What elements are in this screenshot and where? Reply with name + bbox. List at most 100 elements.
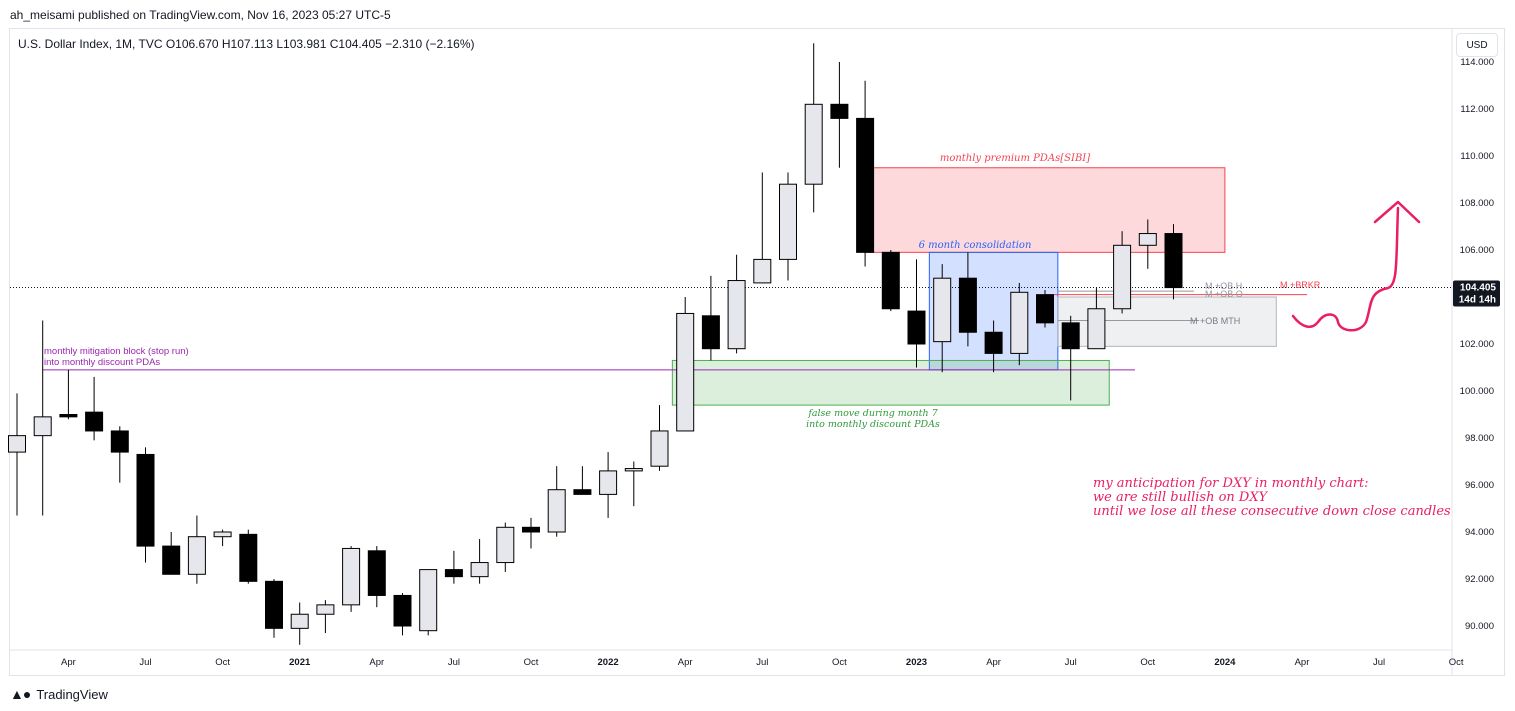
candle-body: [1010, 291, 1029, 354]
candle: [419, 569, 438, 636]
candle: [1036, 289, 1054, 328]
price-tick-label: 110.000: [1460, 151, 1494, 162]
ob-h-label: M +OB H: [1205, 281, 1242, 291]
candle: [958, 252, 977, 347]
mitigation-label: monthly mitigation block (stop run): [44, 346, 189, 357]
candle-body: [907, 310, 926, 345]
candle: [470, 539, 489, 584]
anticipation-text-3: until we lose all these consecutive down…: [1093, 504, 1451, 519]
candle-body: [162, 545, 181, 575]
candle-body: [187, 536, 206, 575]
candle-body: [933, 277, 952, 343]
candle-body: [1164, 233, 1183, 289]
zones-layer: [671, 167, 1277, 406]
time-tick-label: 2023: [906, 657, 927, 668]
candle: [1164, 224, 1183, 300]
candle: [573, 466, 592, 495]
candle: [881, 250, 900, 312]
candle: [162, 532, 181, 575]
candle-body: [984, 331, 1003, 354]
brkr-label: M +BRKR: [1280, 280, 1321, 290]
candle: [265, 579, 283, 638]
arrow-head-icon: [1373, 200, 1421, 224]
zone-discount: [671, 359, 1110, 406]
price-tick-label: 90.000: [1465, 621, 1494, 632]
candle: [701, 275, 720, 361]
time-tick-label: 2022: [598, 657, 619, 668]
candle-body: [779, 183, 797, 260]
last-price-bg: [1453, 280, 1500, 307]
candle: [213, 529, 232, 547]
price-tick-label: 92.000: [1465, 574, 1494, 585]
candle-body: [393, 594, 412, 627]
candle: [1061, 315, 1080, 401]
candle-body: [753, 258, 772, 284]
candle: [753, 172, 772, 284]
mitigation-label-2: into monthly discount PDAs: [44, 357, 160, 368]
footer: ▲● TradingView: [10, 686, 108, 702]
candle-body: [1138, 233, 1157, 246]
candle-body: [1087, 308, 1106, 350]
time-tick-label: Oct: [524, 657, 539, 668]
candle-body: [367, 550, 386, 596]
candle: [599, 452, 618, 518]
price-tick-label: 96.000: [1465, 480, 1494, 491]
symbol-legend: U.S. Dollar Index, 1M, TVC O106.670 H107…: [18, 37, 475, 51]
candle: [316, 600, 335, 634]
candle: [187, 515, 206, 584]
axes-layer: 90.000 92.000 94.000 96.000 98.000 100.000 102…: [10, 29, 1500, 676]
candle-body: [624, 468, 643, 472]
currency-button[interactable]: USD: [1456, 33, 1498, 57]
candle: [367, 546, 386, 608]
candle: [1138, 219, 1157, 269]
price-tick-label: 94.000: [1465, 527, 1494, 538]
candle-body: [727, 280, 746, 350]
candle: [290, 602, 309, 645]
candle-body: [856, 117, 875, 253]
candle-body: [342, 547, 361, 606]
candle-body: [85, 411, 104, 432]
top-bar: ah_meisami published on TradingView.com,…: [0, 0, 1515, 28]
ob-mth-label: M +OB MTH: [1190, 316, 1240, 326]
candle-body: [110, 430, 129, 453]
candle: [85, 376, 104, 441]
candle: [444, 550, 463, 584]
time-tick-label: 2024: [1214, 657, 1236, 668]
time-tick-label: Oct: [1449, 657, 1464, 668]
candle: [393, 593, 412, 636]
candles-layer: [8, 43, 1183, 645]
candle-body: [650, 430, 669, 467]
candle-body: [290, 613, 309, 629]
candle: [1087, 287, 1106, 350]
candle: [522, 517, 540, 549]
candle-body: [547, 489, 566, 533]
price-tick-label: 102.000: [1460, 339, 1494, 350]
candle-body: [419, 569, 438, 632]
candle: [8, 393, 26, 516]
candle-body: [136, 453, 155, 547]
candle: [547, 466, 566, 537]
countdown-label: 14d 14h: [1459, 294, 1496, 305]
price-tick-label: 108.000: [1460, 198, 1494, 209]
candle-body: [239, 533, 258, 582]
price-tick-label: 100.000: [1460, 386, 1494, 397]
candle-body: [33, 416, 52, 437]
candle: [136, 447, 155, 563]
candle: [933, 264, 952, 373]
time-tick-label: Apr: [986, 657, 1001, 668]
anticipation-text-2: we are still bullish on DXY: [1093, 490, 1269, 505]
candle: [1010, 282, 1029, 366]
candle: [1113, 231, 1132, 314]
anticipation-arrow-icon: [1291, 206, 1400, 332]
candle-body: [316, 604, 335, 615]
price-tick-label: 112.000: [1460, 104, 1494, 115]
candle: [110, 426, 129, 483]
candle-body: [599, 470, 618, 495]
candle: [342, 546, 361, 612]
time-tick-label: Apr: [678, 657, 693, 668]
candle: [676, 297, 695, 432]
annotations-layer: monthly premium PDAs[SIBI] 6 month consol…: [44, 153, 1451, 519]
premium-zone-label: monthly premium PDAs[SIBI]: [940, 153, 1090, 164]
candle: [779, 172, 797, 281]
